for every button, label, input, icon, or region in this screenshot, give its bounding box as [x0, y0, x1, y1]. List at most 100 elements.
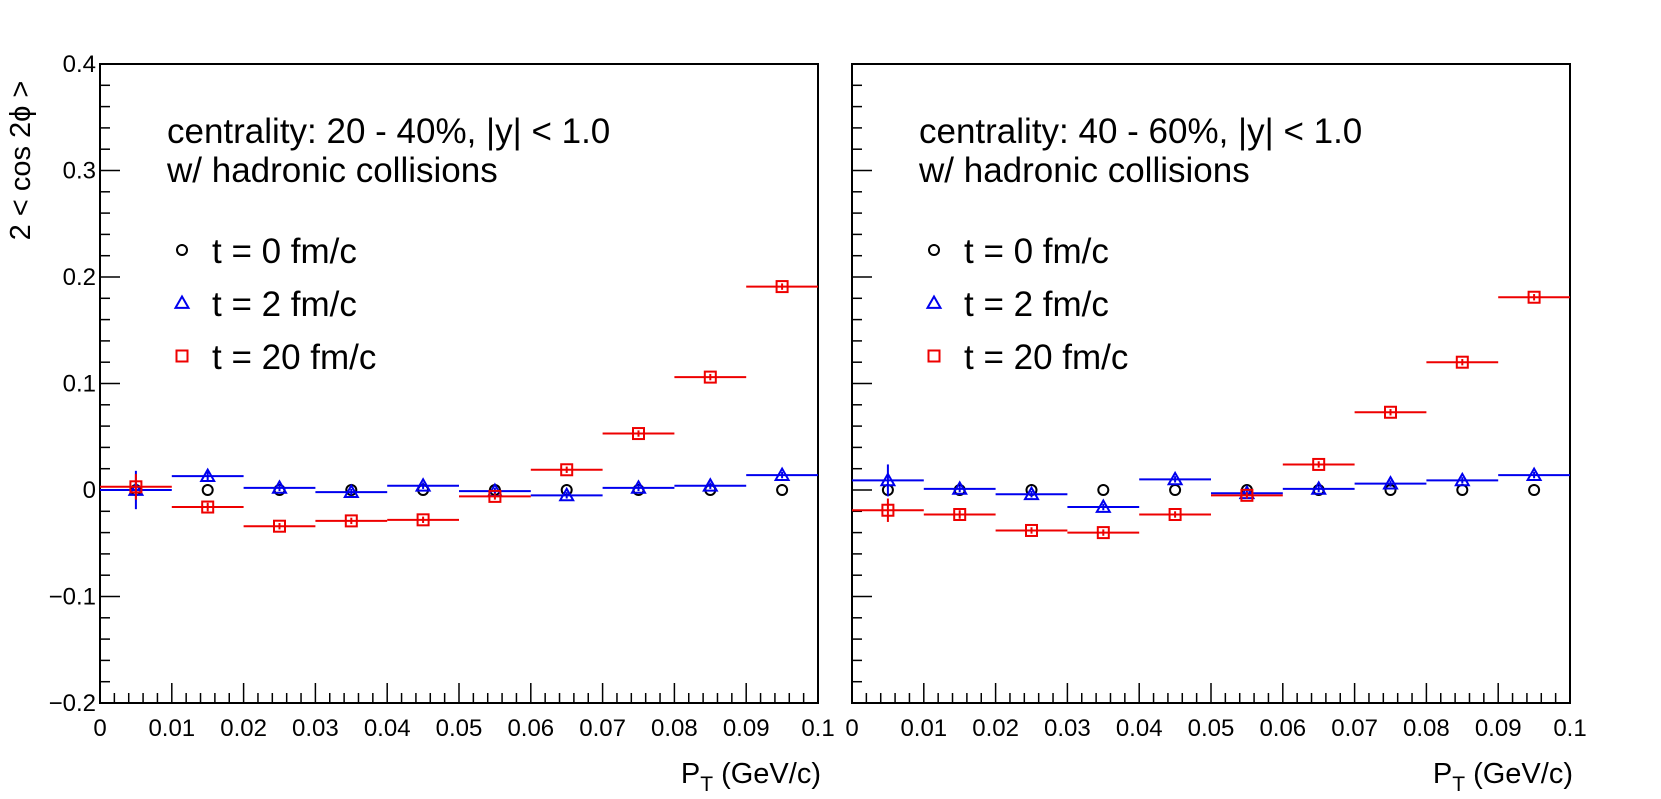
- y-tick-label: −0.1: [49, 584, 96, 611]
- legend-label: t = 0 fm/c: [964, 232, 1109, 271]
- square-marker: [175, 349, 189, 363]
- square-marker: [703, 370, 717, 384]
- y-tick-label: 0.2: [63, 264, 96, 291]
- triangle-marker: [1310, 480, 1327, 495]
- series-square: [852, 290, 1570, 540]
- triangle-marker: [879, 471, 897, 487]
- x-axis-title: PT (GeV/c): [681, 758, 821, 794]
- x-axis-title: PT (GeV/c): [1433, 758, 1573, 794]
- circle-marker: [176, 244, 188, 256]
- triangle-marker: [343, 483, 360, 499]
- y-tick-label: 0.1: [63, 371, 96, 398]
- triangle-marker: [1454, 471, 1471, 487]
- panel-right: 0 0.01 0.02 0.03 0.04 0.05 0.06 0.07 0.08 0.09 0.1…: [845, 63, 1587, 796]
- legend-entry: t = 20 fm/c: [927, 338, 1128, 377]
- circle-marker: [1169, 484, 1182, 496]
- triangle-marker: [1023, 485, 1040, 501]
- circle-marker: [1456, 484, 1469, 496]
- triangle-marker: [271, 479, 288, 494]
- square-marker: [1168, 507, 1182, 521]
- square-marker: [1240, 488, 1254, 502]
- x-tick-label: 0: [845, 715, 858, 742]
- triangle-marker: [558, 486, 575, 502]
- triangle-marker: [199, 467, 216, 483]
- x-tick-label: 0.07: [579, 715, 626, 742]
- square-marker: [881, 503, 895, 517]
- circle-marker: [1528, 484, 1541, 496]
- legend-label: t = 0 fm/c: [212, 232, 357, 271]
- series-square: [100, 280, 818, 533]
- y-axis-title: 2 < cos 2ϕ >: [5, 81, 37, 241]
- x-tick-label: 0.02: [972, 715, 1019, 742]
- x-tick-label: 0.06: [507, 715, 554, 742]
- triangle-marker: [773, 466, 791, 481]
- square-marker: [129, 480, 143, 494]
- y-tick-label: −0.2: [49, 690, 96, 717]
- y-tick-label: 0: [83, 477, 96, 504]
- x-tick-label: 0.04: [1116, 715, 1163, 742]
- x-tick-label: 0.08: [1403, 715, 1450, 742]
- x-tick-label: 0.02: [220, 715, 267, 742]
- square-marker: [560, 463, 574, 477]
- x-tick-label: 0.08: [651, 715, 698, 742]
- x-tick-label: 0.03: [1044, 715, 1091, 742]
- legend-label: t = 20 fm/c: [212, 338, 376, 377]
- x-tick-label: 0.03: [292, 715, 339, 742]
- triangle-marker: [1525, 466, 1543, 481]
- triangle-marker: [1166, 470, 1184, 486]
- circle-marker: [776, 484, 789, 496]
- square-marker: [488, 489, 502, 503]
- triangle-marker: [414, 477, 432, 492]
- x-tick-label: 0: [93, 715, 106, 742]
- legend-entry: t = 0 fm/c: [176, 232, 357, 271]
- x-tick-label: 0.1: [801, 715, 834, 742]
- triangle-marker: [951, 480, 968, 495]
- x-tick-label: 0.07: [1331, 715, 1378, 742]
- triangle-marker: [1382, 475, 1399, 490]
- triangle-marker: [925, 294, 943, 309]
- series-triangle: [100, 466, 818, 510]
- legend-label: t = 2 fm/c: [964, 285, 1109, 324]
- square-marker: [927, 349, 941, 363]
- panel-annotation: w/ hadronic collisions: [166, 151, 498, 190]
- square-marker: [632, 427, 645, 441]
- triangle-marker: [1095, 498, 1112, 513]
- x-tick-label: 0.01: [900, 715, 947, 742]
- legend-entry: t = 20 fm/c: [175, 338, 376, 377]
- legend-label: t = 2 fm/c: [212, 285, 357, 324]
- x-tick-label: 0.09: [1475, 715, 1522, 742]
- square-marker: [1096, 526, 1110, 540]
- series-triangle: [852, 464, 1570, 513]
- legend-label: t = 20 fm/c: [964, 338, 1128, 377]
- triangle-marker: [630, 479, 647, 494]
- panel-annotation: centrality: 40 - 60%, |y| < 1.0: [919, 112, 1362, 151]
- square-marker: [1025, 523, 1038, 537]
- x-tick-label: 0.05: [436, 715, 483, 742]
- square-marker: [344, 514, 358, 528]
- square-marker: [1312, 457, 1326, 471]
- x-tick-label: 0.04: [364, 715, 411, 742]
- legend-entry: t = 2 fm/c: [925, 285, 1109, 324]
- square-marker: [953, 507, 967, 521]
- y-tick-label: 0.3: [63, 158, 96, 185]
- square-marker: [1384, 405, 1397, 419]
- triangle-marker: [173, 294, 191, 309]
- square-marker: [1455, 355, 1469, 369]
- circle-marker: [201, 484, 214, 496]
- x-tick-label: 0.1: [1553, 715, 1586, 742]
- square-marker: [201, 500, 215, 514]
- y-tick-label: 0.4: [63, 51, 96, 78]
- square-marker: [273, 519, 286, 533]
- square-marker: [775, 280, 789, 294]
- legend-entry: t = 0 fm/c: [928, 232, 1109, 271]
- x-tick-label: 0.01: [148, 715, 195, 742]
- panel-annotation: w/ hadronic collisions: [918, 151, 1250, 190]
- x-tick-label: 0.05: [1188, 715, 1235, 742]
- circle-marker: [928, 244, 940, 256]
- legend-entry: t = 2 fm/c: [173, 285, 357, 324]
- square-marker: [416, 513, 430, 527]
- square-marker: [1527, 290, 1541, 304]
- x-tick-label: 0.09: [723, 715, 770, 742]
